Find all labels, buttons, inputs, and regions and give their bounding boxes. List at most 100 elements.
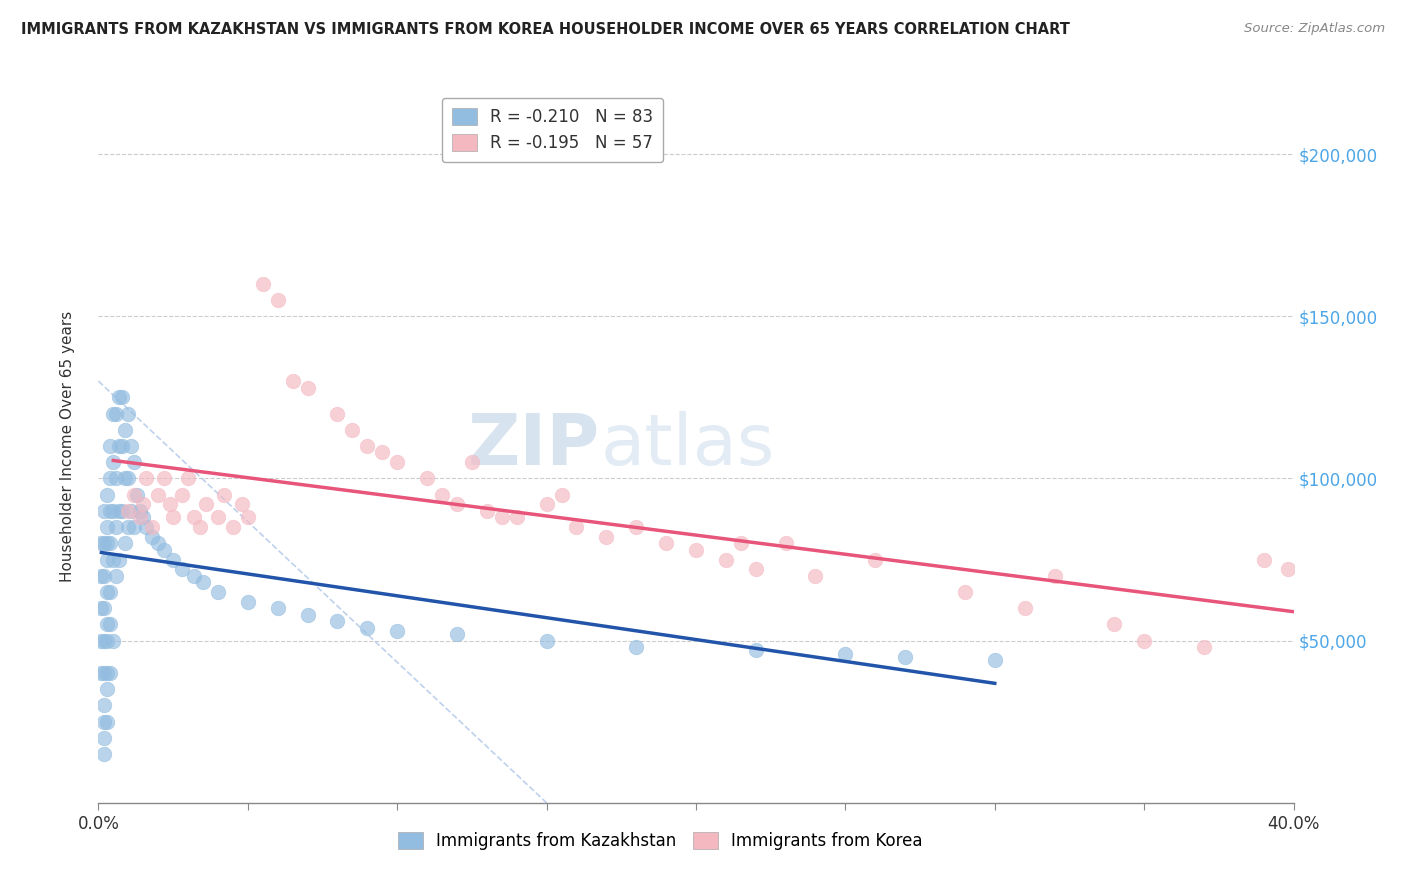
Point [120,439,142,453]
Point [655,536,678,550]
Point [103,455,125,469]
Point [162,510,184,524]
Point [195,497,218,511]
Point [141,530,163,544]
Point [153,542,176,557]
Point [103,552,125,566]
Point [90,601,112,615]
Point [297,607,319,622]
Point [96,536,118,550]
Point [745,643,768,657]
Point [430,488,453,502]
Point [207,585,229,599]
Point [103,633,125,648]
Point [117,407,139,421]
Point [111,439,134,453]
Point [124,488,146,502]
Point [129,510,152,524]
Point [1043,568,1066,582]
Legend: Immigrants from Kazakhstan, Immigrants from Korea: Immigrants from Kazakhstan, Immigrants f… [389,824,931,859]
Point [385,624,409,638]
Point [132,497,155,511]
Point [93,504,115,518]
Point [141,520,163,534]
Text: Source: ZipAtlas.com: Source: ZipAtlas.com [1244,22,1385,36]
Point [236,510,259,524]
Point [267,293,290,307]
Point [714,552,737,566]
Point [595,530,617,544]
Point [108,439,131,453]
Point [212,488,235,502]
Point [132,510,155,524]
Point [93,747,115,761]
Point [231,497,253,511]
Point [111,390,134,404]
Point [446,497,468,511]
Point [804,568,827,582]
Point [135,471,157,485]
Point [207,510,229,524]
Point [98,504,122,518]
Point [252,277,274,291]
Point [162,552,184,566]
Point [124,520,146,534]
Point [96,585,118,599]
Point [446,627,468,641]
Point [117,504,139,518]
Text: atlas: atlas [600,411,775,481]
Point [117,471,139,485]
Y-axis label: Householder Income Over 65 years: Householder Income Over 65 years [60,310,75,582]
Point [96,666,118,681]
Point [177,471,200,485]
Point [222,520,245,534]
Point [117,520,139,534]
Point [356,439,378,453]
Text: ZIP: ZIP [468,411,600,481]
Point [93,536,115,550]
Point [1133,633,1156,648]
Point [281,374,304,388]
Point [745,562,768,576]
Point [93,633,115,648]
Point [550,488,572,502]
Point [183,510,205,524]
Point [108,552,131,566]
Point [111,504,134,518]
Point [188,520,211,534]
Point [105,471,128,485]
Point [626,640,648,654]
Point [98,666,122,681]
Point [114,423,136,437]
Point [356,621,378,635]
Point [385,455,409,469]
Point [1253,552,1275,566]
Point [96,488,118,502]
Point [183,568,205,582]
Point [98,585,122,599]
Point [536,633,558,648]
Point [114,471,136,485]
Point [127,488,149,502]
Point [1104,617,1126,632]
Point [96,520,118,534]
Point [103,407,125,421]
Point [124,455,146,469]
Point [267,601,290,615]
Point [865,552,887,566]
Point [98,617,122,632]
Text: IMMIGRANTS FROM KAZAKHSTAN VS IMMIGRANTS FROM KOREA HOUSEHOLDER INCOME OVER 65 Y: IMMIGRANTS FROM KAZAKHSTAN VS IMMIGRANTS… [21,22,1070,37]
Point [98,536,122,550]
Point [326,407,349,421]
Point [103,504,125,518]
Point [172,562,194,576]
Point [834,647,856,661]
Point [894,649,917,664]
Point [93,666,115,681]
Point [775,536,797,550]
Point [565,520,588,534]
Point [236,595,259,609]
Point [96,617,118,632]
Point [148,536,170,550]
Point [1014,601,1036,615]
